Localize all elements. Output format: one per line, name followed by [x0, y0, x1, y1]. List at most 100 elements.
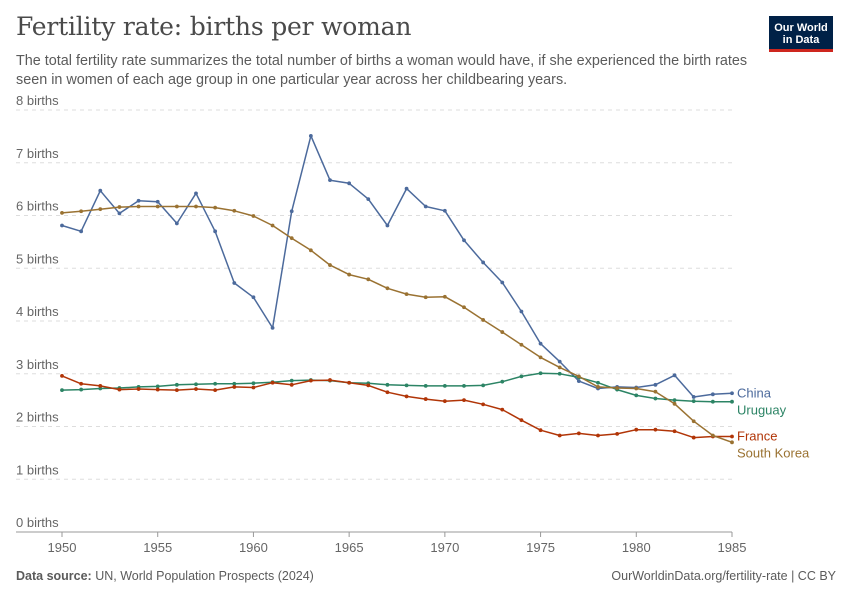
- data-point-south-korea[interactable]: [270, 223, 275, 228]
- data-point-france[interactable]: [462, 398, 466, 403]
- data-point-france[interactable]: [442, 399, 447, 404]
- data-point-france[interactable]: [270, 380, 275, 385]
- data-point-china[interactable]: [232, 281, 237, 285]
- data-point-france[interactable]: [691, 435, 696, 440]
- data-point-south-korea[interactable]: [194, 204, 198, 209]
- data-point-china[interactable]: [174, 221, 179, 226]
- data-point-france[interactable]: [117, 387, 122, 392]
- data-point-uruguay[interactable]: [653, 396, 658, 401]
- data-point-uruguay[interactable]: [710, 399, 715, 404]
- data-point-france[interactable]: [213, 388, 218, 393]
- data-point-china[interactable]: [60, 223, 64, 228]
- data-point-france[interactable]: [653, 427, 658, 432]
- data-point-uruguay[interactable]: [79, 387, 84, 392]
- data-point-uruguay[interactable]: [404, 383, 409, 388]
- data-point-uruguay[interactable]: [213, 381, 218, 386]
- data-point-south-korea[interactable]: [404, 292, 409, 296]
- series-line-china[interactable]: [61, 135, 733, 398]
- data-point-south-korea[interactable]: [481, 318, 486, 322]
- data-point-china[interactable]: [213, 229, 218, 234]
- data-point-france[interactable]: [500, 407, 505, 412]
- series-label-south-korea[interactable]: South Korea: [737, 446, 810, 461]
- series-line-south-korea[interactable]: [61, 205, 733, 444]
- data-point-france[interactable]: [79, 381, 84, 386]
- data-point-china[interactable]: [117, 211, 122, 216]
- data-point-france[interactable]: [174, 388, 179, 393]
- data-point-china[interactable]: [710, 392, 715, 397]
- data-point-south-korea[interactable]: [232, 208, 237, 213]
- data-point-france[interactable]: [404, 394, 409, 399]
- data-point-south-korea[interactable]: [423, 295, 428, 300]
- data-point-france[interactable]: [308, 378, 313, 383]
- data-point-china[interactable]: [576, 379, 581, 384]
- data-point-south-korea[interactable]: [538, 355, 543, 360]
- data-point-china[interactable]: [481, 260, 486, 265]
- data-point-uruguay[interactable]: [385, 382, 390, 387]
- data-point-uruguay[interactable]: [155, 384, 160, 389]
- data-point-china[interactable]: [519, 309, 524, 314]
- data-point-france[interactable]: [194, 387, 198, 391]
- data-point-south-korea[interactable]: [136, 204, 141, 209]
- data-point-france[interactable]: [730, 434, 734, 439]
- data-point-china[interactable]: [538, 341, 543, 346]
- data-point-china[interactable]: [270, 325, 275, 330]
- data-point-uruguay[interactable]: [672, 398, 677, 403]
- data-point-south-korea[interactable]: [347, 272, 352, 277]
- data-point-south-korea[interactable]: [462, 305, 466, 310]
- data-point-south-korea[interactable]: [251, 214, 256, 218]
- data-point-south-korea[interactable]: [117, 205, 122, 209]
- data-point-france[interactable]: [136, 387, 141, 391]
- data-point-china[interactable]: [691, 395, 696, 399]
- data-point-china[interactable]: [730, 391, 734, 396]
- data-point-south-korea[interactable]: [557, 365, 562, 370]
- data-point-uruguay[interactable]: [500, 379, 505, 384]
- data-point-uruguay[interactable]: [462, 383, 466, 388]
- data-point-china[interactable]: [404, 186, 409, 191]
- data-point-china[interactable]: [155, 199, 160, 204]
- data-point-france[interactable]: [366, 383, 371, 388]
- data-point-china[interactable]: [366, 197, 371, 202]
- data-point-south-korea[interactable]: [213, 205, 218, 210]
- series-label-china[interactable]: China: [737, 385, 772, 400]
- data-point-france[interactable]: [232, 385, 237, 389]
- data-point-south-korea[interactable]: [500, 330, 505, 334]
- data-point-france[interactable]: [481, 402, 486, 407]
- data-point-uruguay[interactable]: [557, 371, 562, 376]
- data-point-france[interactable]: [385, 390, 390, 395]
- data-point-south-korea[interactable]: [576, 374, 581, 379]
- data-point-south-korea[interactable]: [60, 210, 64, 215]
- series-label-uruguay[interactable]: Uruguay: [737, 402, 787, 417]
- data-point-uruguay[interactable]: [730, 399, 734, 404]
- data-point-south-korea[interactable]: [366, 277, 371, 282]
- data-point-france[interactable]: [328, 378, 332, 382]
- data-point-france[interactable]: [634, 427, 639, 432]
- data-point-china[interactable]: [289, 209, 294, 214]
- data-point-south-korea[interactable]: [653, 389, 658, 394]
- data-source-text[interactable]: UN, World Population Prospects (2024): [95, 569, 314, 583]
- series-line-france[interactable]: [61, 375, 732, 439]
- data-point-france[interactable]: [576, 431, 581, 436]
- data-point-france[interactable]: [557, 433, 562, 438]
- data-point-uruguay[interactable]: [423, 383, 428, 388]
- data-point-south-korea[interactable]: [672, 401, 677, 406]
- data-point-uruguay[interactable]: [442, 383, 447, 388]
- data-point-uruguay[interactable]: [232, 381, 237, 386]
- data-point-china[interactable]: [423, 204, 428, 209]
- data-point-france[interactable]: [347, 380, 352, 385]
- data-point-uruguay[interactable]: [289, 378, 294, 383]
- data-point-france[interactable]: [538, 428, 543, 433]
- owid-logo[interactable]: Our World in Data: [769, 16, 833, 52]
- series-label-france[interactable]: France: [737, 429, 777, 444]
- data-point-france[interactable]: [289, 382, 294, 387]
- data-point-china[interactable]: [672, 373, 677, 378]
- data-point-uruguay[interactable]: [691, 399, 696, 404]
- data-point-south-korea[interactable]: [596, 385, 600, 389]
- data-point-china[interactable]: [653, 382, 658, 387]
- data-point-china[interactable]: [194, 191, 198, 196]
- data-point-france[interactable]: [155, 387, 160, 392]
- data-point-france[interactable]: [251, 385, 256, 390]
- data-point-france[interactable]: [98, 383, 103, 388]
- data-point-uruguay[interactable]: [60, 388, 64, 393]
- data-point-china[interactable]: [385, 223, 390, 228]
- data-point-south-korea[interactable]: [308, 248, 313, 253]
